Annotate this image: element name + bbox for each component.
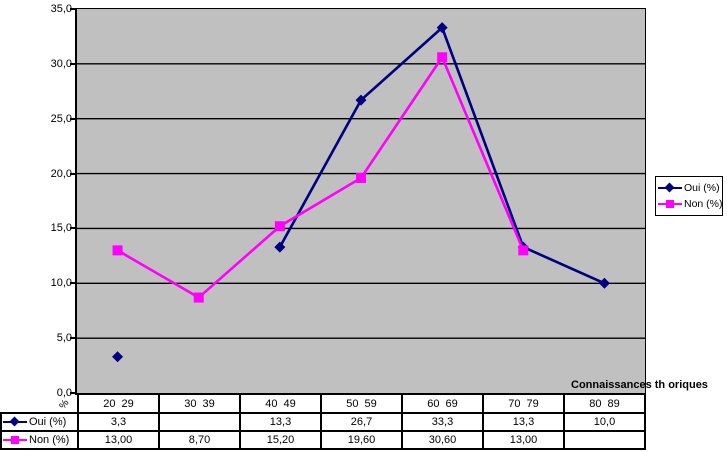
table-value-cell: 13,00	[77, 430, 160, 450]
marker-square	[356, 172, 366, 183]
marker-square	[112, 245, 123, 256]
legend-item: Non (%)	[658, 196, 723, 212]
marker-diamond	[598, 277, 610, 289]
table-row-oui: Oui (%) 3,3 13,3 26,7 33,3 13,3 10,0	[0, 412, 646, 432]
y-axis-tick-label: 15,0	[50, 222, 72, 235]
table-value-cell	[158, 412, 241, 432]
marker-square	[193, 292, 204, 303]
marker-diamond	[436, 22, 448, 34]
table-value-cell: 3,3	[77, 412, 160, 432]
y-axis-tick-mark	[70, 282, 75, 285]
chart-series-svg	[77, 22, 645, 363]
series-key-line	[3, 436, 27, 444]
y-axis-tick-label: 35,0	[50, 3, 72, 15]
y-axis-tick-label: 20,0	[50, 167, 72, 180]
data-table: 20 29 30 39 40 49 50 59 60 69 70 79 80 89 Oui (…	[0, 393, 646, 450]
x-axis-title: Connaissances th oriques	[571, 379, 708, 391]
y-axis-tick-label: 30,0	[50, 57, 72, 70]
marker-diamond	[112, 351, 124, 363]
plot-area	[75, 8, 646, 395]
marker-square	[437, 52, 448, 63]
table-value-cell: 13,3	[482, 412, 565, 432]
table-value-cell: 13,3	[239, 412, 322, 432]
series-line-oui	[278, 25, 605, 285]
series-key-line	[658, 182, 682, 193]
category-cell: 40 49	[239, 393, 322, 414]
series-key-label: Oui (%)	[29, 416, 67, 428]
table-value-cell: 30,60	[401, 430, 484, 450]
category-row: 20 29 30 39 40 49 50 59 60 69 70 79 80 89	[1, 393, 646, 414]
marker-diamond	[274, 241, 286, 253]
y-axis-tick-mark	[70, 337, 75, 340]
series-key-cell: Non (%)	[0, 430, 79, 450]
table-value-cell: 8,70	[158, 430, 241, 450]
table-value-cell	[563, 430, 646, 450]
table-value-cell: 26,7	[320, 412, 403, 432]
legend-item-label: Non (%)	[684, 198, 723, 210]
table-value-cell: 15,20	[239, 430, 322, 450]
marker-square	[274, 221, 285, 232]
category-cell: 20 29	[77, 393, 160, 414]
y-axis-tick-label: 25,0	[50, 112, 72, 125]
series-key-line	[3, 416, 27, 427]
diamond-icon	[9, 416, 20, 427]
table-value-cell: 10,0	[563, 412, 646, 432]
table-value-cell: 33,3	[401, 412, 484, 432]
marker-diamond	[355, 94, 367, 106]
category-cell: 80 89	[563, 393, 646, 414]
category-cell: 60 69	[401, 393, 484, 414]
y-axis-tick-label: 5,0	[56, 332, 72, 345]
y-axis-tick-mark	[70, 62, 75, 65]
y-axis-tick-mark	[70, 8, 75, 10]
table-row-non: Non (%) 13,00 8,70 15,20 19,60 30,60 13,00	[0, 430, 646, 450]
y-axis-tick-label: 10,0	[50, 277, 72, 290]
y-axis-tick-mark	[70, 117, 75, 120]
legend: Oui (%) Non (%)	[655, 176, 723, 216]
square-icon	[11, 436, 19, 444]
y-axis-tick-mark	[70, 172, 75, 175]
y-axis-tick-mark	[70, 227, 75, 230]
legend-item-label: Oui (%)	[684, 182, 720, 194]
table-value-cell: 13,00	[482, 430, 565, 450]
category-cell: 30 39	[158, 393, 241, 414]
diamond-icon	[664, 182, 675, 193]
y-axis-tick-label: 0,0	[56, 387, 72, 399]
y-axis-tick-mark	[70, 392, 75, 394]
series-key-line	[658, 200, 682, 208]
series-key: Non (%)	[3, 434, 76, 446]
marker-square	[518, 245, 529, 256]
category-cell: 50 59	[320, 393, 403, 414]
series-key: Oui (%)	[3, 416, 76, 428]
table-corner-cell	[1, 394, 78, 413]
series-key-cell: Oui (%)	[0, 412, 79, 432]
category-cell: 70 79	[482, 393, 565, 414]
series-key-label: Non (%)	[29, 434, 70, 446]
legend-item: Oui (%)	[658, 180, 721, 196]
series-line-non	[116, 54, 525, 300]
table-value-cell: 19,60	[320, 430, 403, 450]
square-icon	[666, 200, 674, 208]
